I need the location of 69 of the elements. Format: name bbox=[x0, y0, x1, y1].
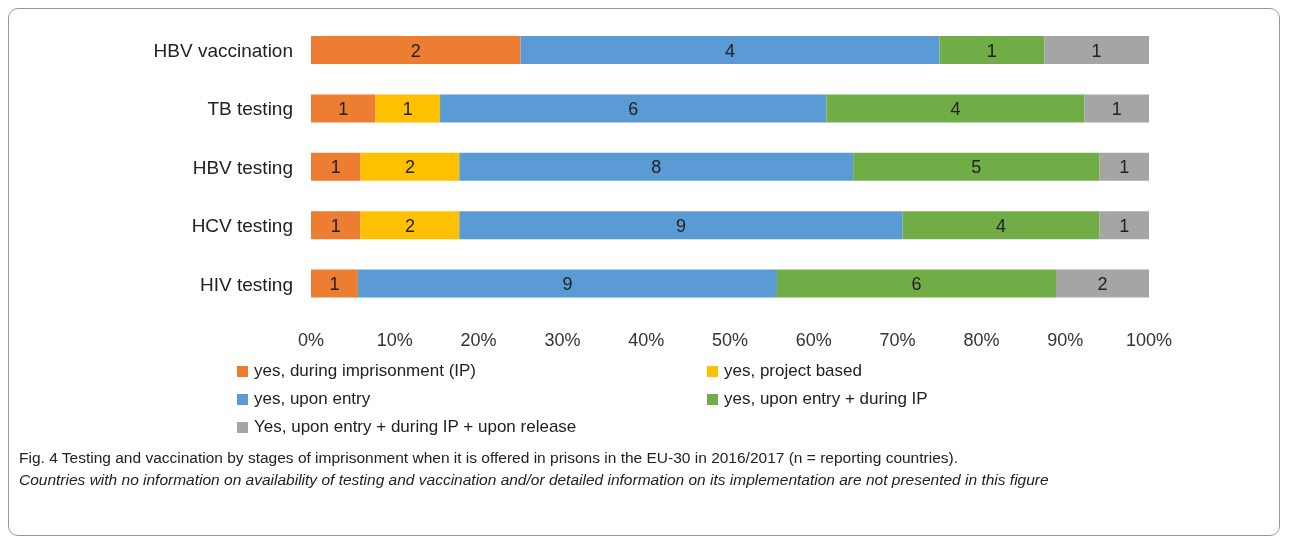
x-tick-label: 90% bbox=[1047, 329, 1084, 350]
bar bbox=[1044, 36, 1149, 64]
caption: Fig. 4 Testing and vaccination by stages of imprisonment when it is offered in prisons in the EU-30 in 2016/2017 (n = reporting countries). bbox=[19, 448, 959, 468]
bar bbox=[459, 152, 854, 181]
x-tick-label: 20% bbox=[460, 329, 497, 350]
annotation: 2 bbox=[404, 215, 415, 236]
bar bbox=[360, 211, 460, 240]
annotation: 1 bbox=[1091, 40, 1102, 61]
bar bbox=[1084, 94, 1149, 123]
x-tick-label: 30% bbox=[544, 329, 581, 350]
bar bbox=[1099, 211, 1149, 240]
annotation: 2 bbox=[410, 40, 421, 61]
bar bbox=[360, 152, 460, 181]
annotation: 1 bbox=[986, 40, 997, 61]
bar bbox=[902, 211, 1100, 240]
x-tick-label: 50% bbox=[711, 329, 749, 350]
x-tick-label: 100% bbox=[1125, 329, 1173, 350]
annotation: 1 bbox=[1111, 98, 1122, 119]
annotation: 1 bbox=[330, 157, 341, 178]
legend-label: yes, upon entry bbox=[254, 389, 371, 409]
bar bbox=[853, 152, 1100, 181]
bar bbox=[357, 269, 777, 298]
bar bbox=[311, 36, 521, 64]
bar bbox=[375, 94, 441, 123]
annotation: 1 bbox=[402, 98, 413, 119]
annotation: 2 bbox=[404, 157, 415, 178]
y-tick-label: HBV testing bbox=[192, 156, 293, 178]
annotation: 1 bbox=[329, 274, 340, 295]
annotation: 4 bbox=[724, 40, 736, 61]
bar bbox=[459, 211, 903, 240]
legend-label: yes, project based bbox=[724, 361, 862, 381]
x-tick-label: 60% bbox=[795, 329, 832, 350]
legend-label: yes, upon entry + during IP bbox=[724, 389, 928, 409]
text: Countries with no information on availability of testing and vaccination and/or detailed information on its implementation are not presented in this figure bbox=[19, 470, 1049, 490]
annotation: 2 bbox=[1097, 274, 1108, 295]
y-tick-label: TB testing bbox=[207, 98, 293, 120]
x-tick-label: 40% bbox=[628, 329, 665, 350]
annotation: 8 bbox=[651, 157, 662, 178]
bar bbox=[1099, 152, 1149, 181]
x-tick-label: 0% bbox=[297, 329, 325, 350]
x-tick-label: 70% bbox=[879, 329, 916, 350]
bar bbox=[311, 152, 361, 181]
legend-label: yes, during imprisonment (IP) bbox=[254, 361, 477, 381]
y-tick-label: HBV vaccination bbox=[153, 39, 293, 61]
annotation: 4 bbox=[950, 98, 961, 119]
annotation: 4 bbox=[996, 215, 1007, 236]
annotation: 9 bbox=[562, 274, 573, 295]
bar bbox=[776, 269, 1056, 298]
y-tick-label: HIV testing bbox=[200, 273, 293, 295]
annotation: 5 bbox=[971, 157, 982, 178]
bar bbox=[440, 94, 827, 123]
bar bbox=[826, 94, 1085, 123]
y-tick-label: HCV testing bbox=[191, 215, 293, 237]
bar bbox=[311, 269, 358, 298]
annotation: 1 bbox=[338, 98, 349, 119]
legend-label: Yes, upon entry + during IP + upon release bbox=[254, 417, 577, 437]
bar bbox=[939, 36, 1045, 64]
bar bbox=[1055, 269, 1149, 298]
bar bbox=[311, 94, 376, 123]
bar bbox=[520, 36, 940, 64]
annotation: 1 bbox=[1119, 215, 1130, 236]
x-tick-label: 80% bbox=[963, 329, 1000, 350]
annotation: 6 bbox=[911, 274, 922, 295]
annotation: 1 bbox=[1119, 157, 1130, 178]
annotation: 1 bbox=[330, 215, 341, 236]
x-tick-label: 10% bbox=[376, 329, 413, 350]
bar bbox=[311, 211, 361, 240]
annotation: 6 bbox=[628, 98, 639, 119]
annotation: 9 bbox=[675, 215, 686, 236]
